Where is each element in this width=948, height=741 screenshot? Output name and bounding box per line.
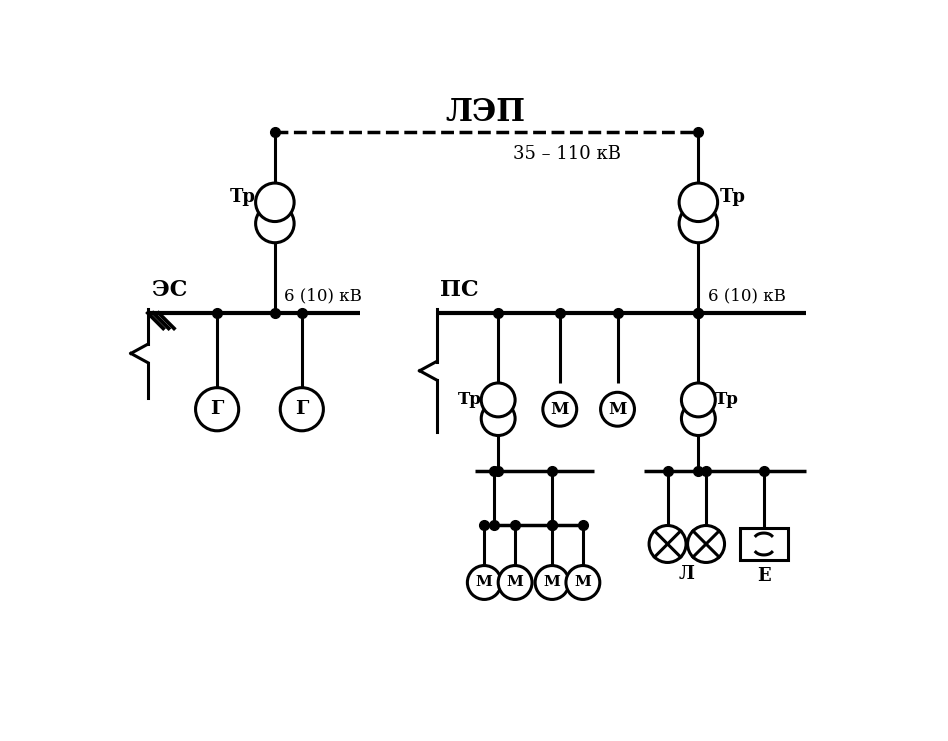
Circle shape (679, 183, 718, 222)
Text: 6 (10) кВ: 6 (10) кВ (284, 288, 362, 305)
Text: ПС: ПС (441, 279, 479, 301)
Text: Е: Е (757, 568, 771, 585)
Text: М: М (476, 576, 493, 590)
Text: М: М (574, 576, 592, 590)
Bar (740, 528, 788, 560)
Circle shape (601, 392, 634, 426)
Text: М: М (609, 401, 627, 418)
Circle shape (256, 183, 294, 222)
Text: Тр: Тр (229, 188, 256, 207)
Circle shape (281, 388, 323, 431)
Circle shape (679, 205, 718, 243)
Circle shape (649, 525, 686, 562)
Circle shape (682, 383, 716, 417)
Text: Тр: Тр (720, 188, 746, 207)
Text: М: М (506, 576, 523, 590)
Text: 6 (10) кВ: 6 (10) кВ (707, 288, 786, 305)
Circle shape (482, 383, 515, 417)
Text: Тр: Тр (715, 391, 738, 408)
Circle shape (543, 392, 576, 426)
Circle shape (467, 565, 501, 599)
Text: ЛЭП: ЛЭП (446, 97, 526, 128)
Text: ЭС: ЭС (152, 279, 187, 301)
Circle shape (256, 205, 294, 243)
Circle shape (195, 388, 239, 431)
Circle shape (482, 402, 515, 436)
Circle shape (566, 565, 600, 599)
Circle shape (682, 402, 716, 436)
Text: Г: Г (295, 400, 308, 418)
Text: Г: Г (210, 400, 224, 418)
Circle shape (498, 565, 532, 599)
Text: 35 – 110 кВ: 35 – 110 кВ (514, 144, 622, 162)
Circle shape (687, 525, 724, 562)
Text: М: М (543, 576, 560, 590)
Circle shape (535, 565, 569, 599)
Text: М: М (551, 401, 569, 418)
Text: Тр: Тр (458, 391, 482, 408)
Text: Л: Л (679, 565, 695, 583)
